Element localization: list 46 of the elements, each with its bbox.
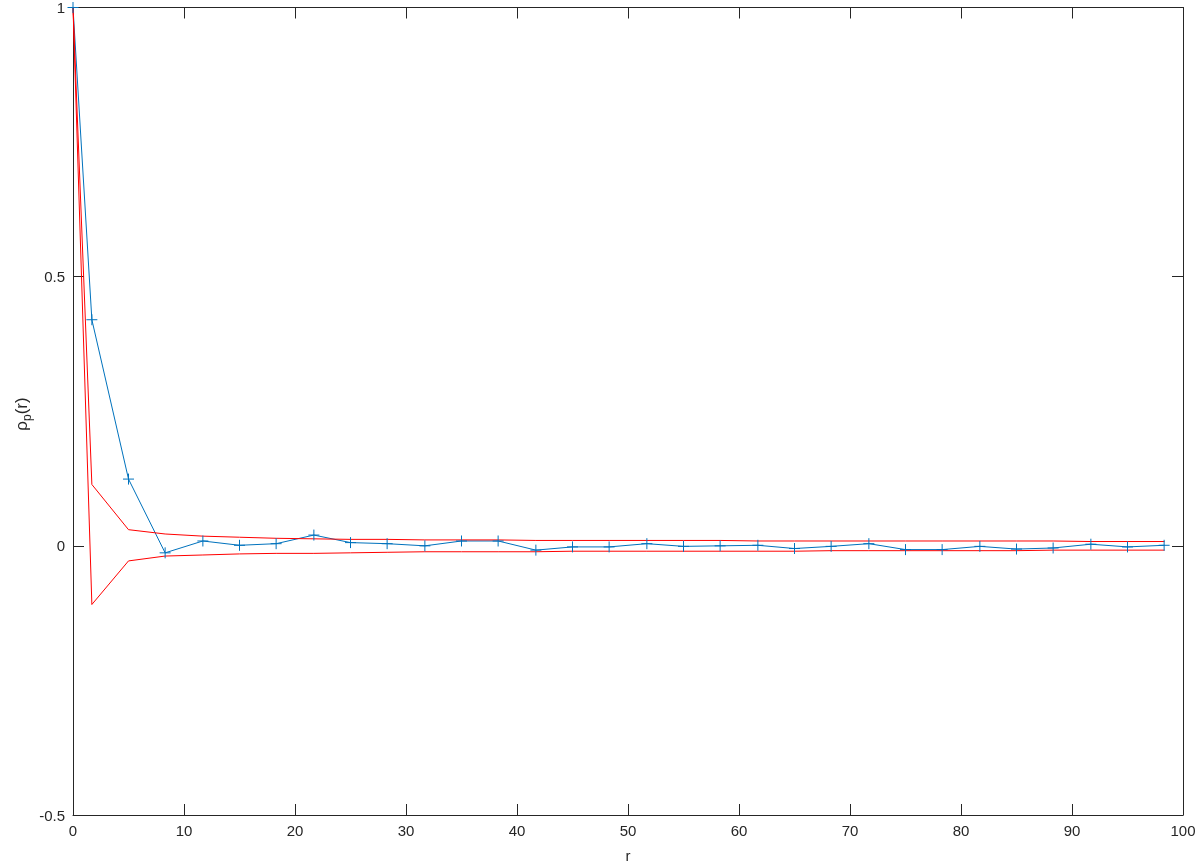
point — [973, 540, 986, 553]
x-tick-label: 60 — [730, 822, 748, 839]
point — [936, 543, 949, 556]
y-tick-label: 0.5 — [44, 268, 65, 286]
x-tick-label: 50 — [619, 822, 637, 839]
point — [714, 539, 727, 552]
point — [566, 540, 579, 553]
point — [67, 1, 79, 14]
x-tick-label: 0 — [68, 822, 78, 839]
point — [122, 473, 135, 486]
point — [381, 537, 394, 550]
x-tick-label: 80 — [952, 822, 970, 839]
point — [270, 537, 283, 550]
point — [1010, 543, 1023, 556]
y-tick-label: 0 — [56, 537, 65, 555]
point — [899, 543, 912, 556]
point — [418, 539, 431, 552]
point — [196, 534, 209, 547]
point — [1158, 539, 1171, 552]
x-axis-title: r — [625, 847, 631, 864]
point — [1047, 541, 1060, 554]
point — [529, 544, 542, 557]
point — [640, 537, 653, 550]
y-tick-label: 1 — [56, 0, 65, 16]
point — [233, 539, 246, 552]
x-tick-label: 100 — [1170, 822, 1196, 839]
point — [677, 540, 690, 553]
point — [492, 534, 505, 547]
point — [751, 539, 764, 552]
x-tick-label: 20 — [286, 822, 304, 839]
y-tick-label: -0.5 — [39, 806, 65, 824]
point — [85, 313, 98, 326]
point — [1084, 538, 1097, 551]
point — [455, 534, 468, 547]
point — [344, 536, 357, 549]
point — [307, 529, 320, 542]
point — [603, 540, 616, 553]
point — [825, 540, 838, 553]
point — [159, 546, 172, 559]
x-tick-label: 90 — [1063, 822, 1081, 839]
point — [862, 537, 875, 550]
x-tick-label: 40 — [508, 822, 526, 839]
point — [1121, 540, 1134, 553]
x-tick-label: 10 — [175, 822, 193, 839]
x-tick-label: 70 — [841, 822, 859, 839]
x-tick-label: 30 — [397, 822, 415, 839]
